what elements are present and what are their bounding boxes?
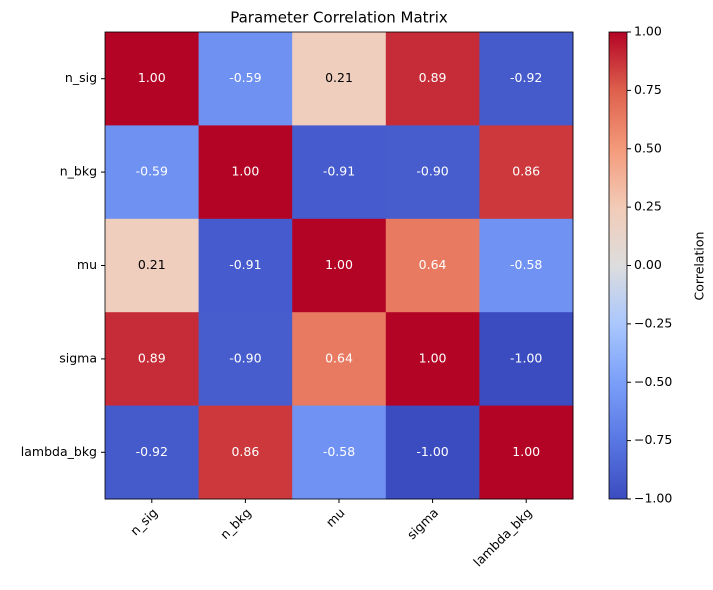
cell-label: 0.89: [419, 70, 447, 85]
y-tick-label: mu: [77, 257, 97, 272]
cell: [105, 312, 200, 407]
colorbar-tick-label: −0.75: [634, 432, 672, 447]
colorbar-tick-label: −0.25: [634, 315, 672, 330]
cell: [292, 218, 387, 313]
cell: [105, 32, 200, 126]
cell: [385, 125, 480, 220]
y-tick-label: lambda_bkg: [21, 444, 97, 459]
cell: [292, 32, 387, 126]
cell: [198, 32, 293, 126]
x-tick-label: n_sig: [127, 505, 160, 538]
colorbar-tick-label: −1.00: [634, 491, 672, 506]
cell: [479, 32, 574, 126]
colorbar-tick-label: 0.25: [634, 199, 662, 214]
colorbar-tick-label: −0.50: [634, 374, 672, 389]
x-tick-label: lambda_bkg: [470, 505, 534, 569]
cell: [385, 218, 480, 313]
colorbar: [608, 31, 628, 500]
cell-label: -0.90: [229, 350, 261, 365]
cell: [292, 125, 387, 220]
colorbar-tick-label: 0.00: [634, 257, 662, 272]
cell-label: 1.00: [138, 70, 166, 85]
y-tick-label: n_bkg: [60, 164, 97, 179]
cell-label: 1.00: [512, 444, 540, 459]
cell-label: -1.00: [416, 444, 448, 459]
cell: [198, 312, 293, 407]
cell: [479, 405, 574, 500]
cell-label: -0.90: [416, 164, 448, 179]
cell-label: 1.00: [231, 164, 259, 179]
cell-label: -1.00: [510, 350, 542, 365]
cell: [385, 405, 480, 500]
cell: [479, 312, 574, 407]
cell-label: -0.92: [136, 444, 168, 459]
cell: [292, 312, 387, 407]
x-tick-label: mu: [323, 505, 348, 530]
y-tick-label: sigma: [59, 350, 97, 365]
cell: [198, 218, 293, 313]
cell-label: 0.86: [231, 444, 259, 459]
cell-label: -0.58: [510, 257, 542, 272]
cell-label: -0.91: [229, 257, 261, 272]
cell: [105, 125, 200, 220]
cell: [105, 405, 200, 500]
cell: [385, 32, 480, 126]
cell-label: -0.91: [323, 164, 355, 179]
colorbar-tick-label: 0.50: [634, 140, 662, 155]
cell: [198, 405, 293, 500]
cell-label: 1.00: [419, 350, 447, 365]
cell-label: -0.58: [323, 444, 355, 459]
cell-label: 0.64: [325, 350, 353, 365]
y-tick-label: n_sig: [65, 70, 97, 85]
colorbar-tick-label: 1.00: [634, 24, 662, 39]
cell-label: 0.89: [138, 350, 166, 365]
cell-label: 0.21: [325, 70, 353, 85]
x-tick-label: n_bkg: [217, 505, 254, 542]
colorbar-label: Correlation: [692, 232, 707, 301]
cell-label: -0.92: [510, 70, 542, 85]
cell-label: 1.00: [325, 257, 353, 272]
cell: [292, 405, 387, 500]
cell: [198, 125, 293, 220]
x-tick-label: sigma: [404, 505, 441, 542]
cell: [479, 125, 574, 220]
cell-label: 0.21: [138, 257, 166, 272]
cell-label: 0.64: [419, 257, 447, 272]
cell: [105, 218, 200, 313]
chart-title: Parameter Correlation Matrix: [230, 9, 448, 27]
cell: [479, 218, 574, 313]
colorbar-tick-label: 0.75: [634, 82, 662, 97]
cell-label: -0.59: [229, 70, 261, 85]
cell-label: 0.86: [512, 164, 540, 179]
cell: [385, 312, 480, 407]
cell-label: -0.59: [136, 164, 168, 179]
